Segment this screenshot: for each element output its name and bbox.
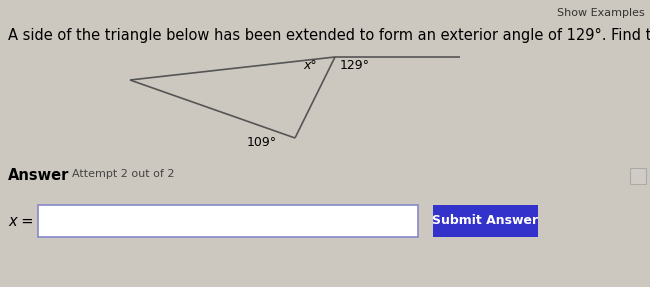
Text: Answer: Answer xyxy=(8,168,70,183)
Text: 109°: 109° xyxy=(247,136,277,149)
Text: x =: x = xyxy=(8,214,34,228)
Bar xyxy=(38,205,418,237)
Text: Attempt 2 out of 2: Attempt 2 out of 2 xyxy=(72,169,174,179)
Bar xyxy=(433,205,538,237)
Text: A side of the triangle below has been extended to form an exterior angle of 129°: A side of the triangle below has been ex… xyxy=(8,28,650,43)
Text: Show Examples: Show Examples xyxy=(557,8,645,18)
Text: Submit Answer: Submit Answer xyxy=(432,214,539,228)
Bar xyxy=(630,168,646,184)
Text: x°: x° xyxy=(304,59,317,72)
Text: 129°: 129° xyxy=(340,59,370,72)
